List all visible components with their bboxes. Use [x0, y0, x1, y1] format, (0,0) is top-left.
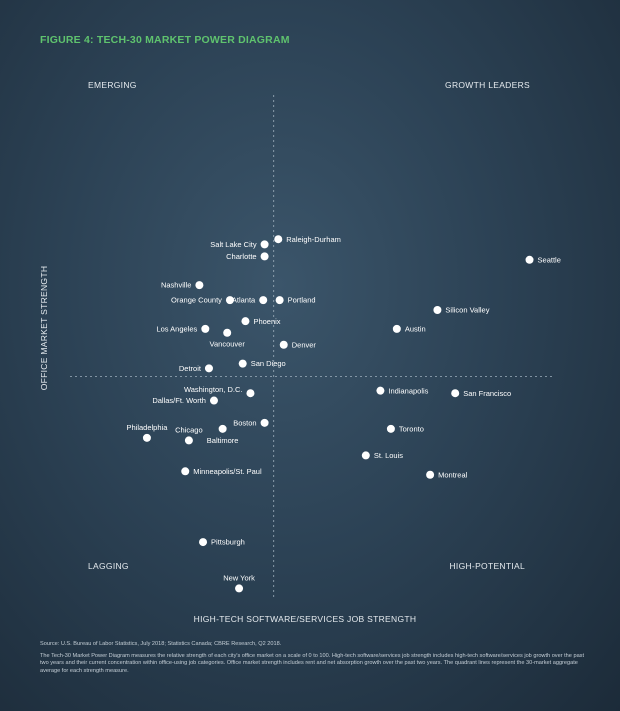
- quadrant-label-growth-leaders: GROWTH LEADERS: [445, 80, 530, 90]
- point-pittsburgh: [199, 538, 208, 547]
- point-orange-county: [225, 296, 234, 305]
- quadrant-label-lagging: LAGGING: [88, 561, 129, 571]
- point-label-vancouver: Vancouver: [210, 340, 246, 349]
- point-philadelphia: [142, 433, 151, 442]
- point-salt-lake-city: [260, 240, 269, 249]
- point-nashville: [195, 281, 204, 290]
- point-label-pittsburgh: Pittsburgh: [211, 538, 245, 547]
- point-new-york: [235, 584, 244, 593]
- point-label-orange-county: Orange County: [171, 296, 222, 305]
- point-phoenix: [241, 317, 250, 326]
- point-label-san-diego: San Diego: [251, 359, 286, 368]
- point-austin: [392, 324, 401, 333]
- quadrant-label-high-potential: HIGH-POTENTIAL: [449, 561, 525, 571]
- point-washington-d-c: [246, 389, 255, 398]
- quadrant-label-emerging: EMERGING: [88, 80, 137, 90]
- point-label-los-angeles: Los Angeles: [156, 324, 197, 333]
- point-raleigh-durham: [274, 235, 283, 244]
- chart-title: FIGURE 4: TECH-30 MARKET POWER DIAGRAM: [40, 34, 290, 46]
- point-label-philadelphia: Philadelphia: [127, 423, 169, 432]
- point-label-toronto: Toronto: [399, 424, 424, 433]
- point-detroit: [204, 364, 213, 373]
- x-axis-label: HIGH-TECH SOFTWARE/SERVICES JOB STRENGTH: [194, 614, 417, 624]
- point-minneapolis-st-paul: [181, 467, 190, 476]
- point-label-salt-lake-city: Salt Lake City: [210, 240, 257, 249]
- point-label-dallas-ft-worth: Dallas/Ft. Worth: [152, 396, 206, 405]
- point-label-san-francisco: San Francisco: [463, 389, 511, 398]
- point-label-boston: Boston: [233, 418, 256, 427]
- point-label-raleigh-durham: Raleigh-Durham: [286, 235, 341, 244]
- point-label-st-louis: St. Louis: [374, 451, 403, 460]
- point-boston: [260, 418, 269, 427]
- source-note: Source: U.S. Bureau of Labor Statistics,…: [40, 641, 282, 647]
- point-dallas-ft-worth: [209, 396, 218, 405]
- point-label-denver: Denver: [292, 340, 317, 349]
- point-label-montreal: Montreal: [438, 470, 468, 479]
- point-toronto: [386, 424, 395, 433]
- point-label-nashville: Nashville: [161, 281, 191, 290]
- market-power-scatter: EMERGING GROWTH LEADERS LAGGING HIGH-POT…: [39, 80, 561, 624]
- point-vancouver: [223, 328, 232, 337]
- point-label-baltimore: Baltimore: [207, 436, 239, 445]
- point-label-minneapolis-st-paul: Minneapolis/St. Paul: [193, 467, 262, 476]
- point-seattle: [525, 255, 534, 264]
- point-san-diego: [238, 359, 247, 368]
- point-san-francisco: [451, 389, 460, 398]
- point-charlotte: [260, 252, 269, 261]
- y-axis-label: OFFICE MARKET STRENGTH: [39, 266, 49, 391]
- point-label-silicon-valley: Silicon Valley: [445, 306, 489, 315]
- point-denver: [279, 340, 288, 349]
- point-baltimore: [218, 424, 227, 433]
- point-label-chicago: Chicago: [175, 425, 203, 434]
- point-indianapolis: [376, 386, 385, 395]
- point-label-atlanta: Atlanta: [232, 296, 256, 305]
- methodology-note: The Tech-30 Market Power Diagram measure…: [40, 652, 585, 674]
- point-label-phoenix: Phoenix: [253, 317, 280, 326]
- point-st-louis: [361, 451, 370, 460]
- point-chicago: [184, 436, 193, 445]
- point-label-seattle: Seattle: [538, 255, 561, 264]
- point-label-charlotte: Charlotte: [226, 252, 256, 261]
- data-points: Raleigh-Durham Salt Lake City Charlotte Sea…: [127, 235, 561, 593]
- point-silicon-valley: [433, 306, 442, 315]
- point-montreal: [426, 470, 435, 479]
- point-portland: [275, 296, 284, 305]
- point-label-austin: Austin: [405, 324, 426, 333]
- point-los-angeles: [201, 324, 210, 333]
- point-atlanta: [259, 296, 268, 305]
- point-label-indianapolis: Indianapolis: [388, 386, 428, 395]
- point-label-washington-d-c: Washington, D.C.: [184, 385, 243, 394]
- quadrant-lines: [70, 95, 555, 600]
- point-label-detroit: Detroit: [179, 364, 202, 373]
- point-label-new-york: New York: [223, 573, 255, 582]
- chart-footer: Source: U.S. Bureau of Labor Statistics,…: [40, 641, 585, 679]
- point-label-portland: Portland: [288, 296, 316, 305]
